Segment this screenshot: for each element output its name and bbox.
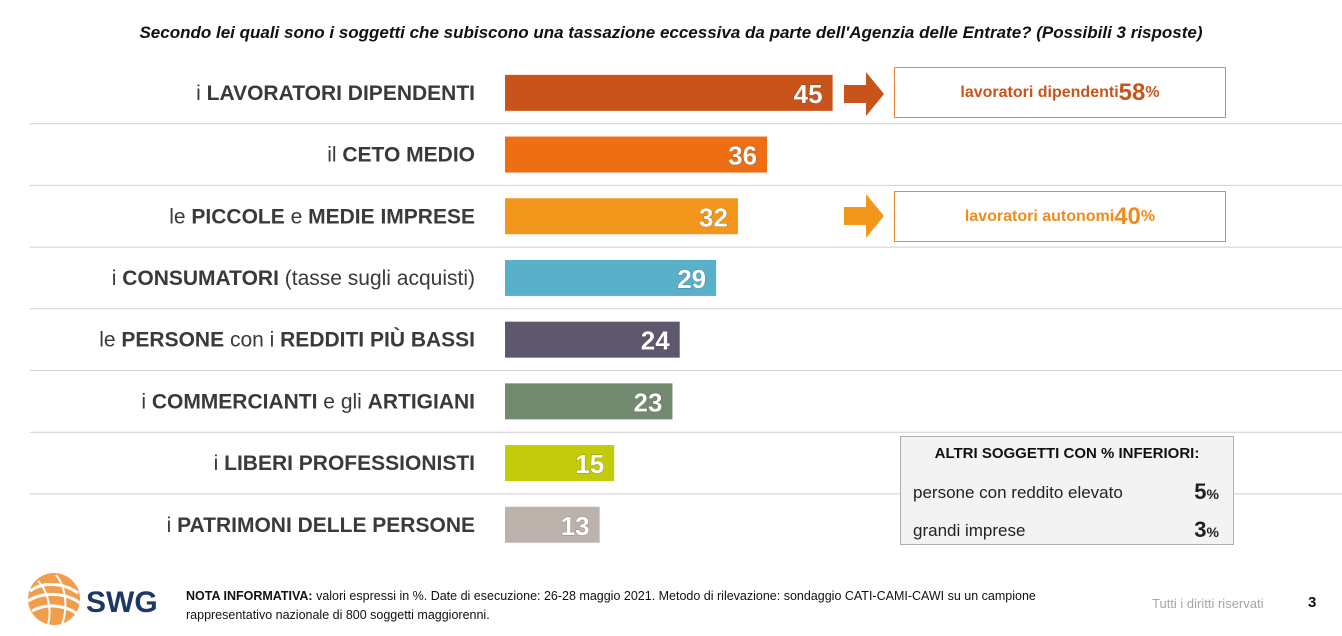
bar-value-label: 36 [728,141,757,171]
bar [505,259,717,296]
bar-value-label: 32 [699,202,728,232]
page-number: 3 [1308,594,1317,611]
callout-value: 40 [1114,202,1141,230]
category-label: i COMMERCIANTI e gli ARTIGIANI [141,390,475,413]
note-text: valori espressi in %. Date di esecuzione… [186,589,1036,622]
bar [505,321,680,358]
bar [505,506,600,543]
bar-value-label: 23 [634,387,663,417]
bar [505,136,768,173]
logo-text: SWG [86,586,158,619]
other-subjects-box: ALTRI SOGGETTI CON % INFERIORI: persone … [900,436,1234,545]
category-label: i LAVORATORI DIPENDENTI [196,82,475,105]
callout-lavoratori-autonomi: lavoratori autonomi 40% [894,191,1226,242]
methodology-note: NOTA INFORMATIVA: valori espressi in %. … [186,587,1086,625]
bar [505,383,673,420]
other-subject-row: persone con reddito elevato 5% [913,479,1219,504]
category-label: le PERSONE con i REDDITI PIÙ BASSI [99,328,475,352]
other-subject-value: 3 [1194,517,1207,542]
bar-chart: i LAVORATORI DIPENDENTI 45 il CETO MEDIO 36… [30,74,1342,543]
other-subject-label: grandi imprese [913,521,1026,540]
bar-value-label: 13 [561,511,590,541]
category-label: i LIBERI PROFESSIONISTI [214,452,475,475]
other-subjects-title: ALTRI SOGGETTI CON % INFERIORI: [934,445,1200,462]
category-label: il CETO MEDIO [327,144,475,167]
swg-logo-icon [27,573,81,626]
chart-title: Secondo lei quali sono i soggetti che su… [139,23,1203,42]
other-subject-unit: % [1206,524,1219,540]
note-heading: NOTA INFORMATIVA: [186,589,313,603]
arrow-right-icon [844,194,884,238]
bar-value-label: 24 [641,326,670,356]
category-label: i PATRIMONI DELLE PERSONE [167,514,475,537]
other-subject-value: 5 [1194,479,1207,504]
callout-text: lavoratori autonomi [964,207,1115,225]
bar [505,445,615,482]
bar-value-label: 29 [677,264,706,294]
callout-unit: % [1140,207,1156,225]
other-subject-row: grandi imprese 3% [913,517,1219,542]
callout-lavoratori-dipendenti: lavoratori dipendenti 58% [894,67,1226,118]
bar [505,198,738,235]
bar-value-label: 15 [575,449,604,479]
other-subject-unit: % [1206,486,1219,502]
bar-value-label: 45 [794,79,823,109]
bar [505,74,833,111]
arrow-right-icon [844,72,884,116]
category-label: le PICCOLE e MEDIE IMPRESE [169,205,475,228]
other-subject-label: persone con reddito elevato [913,483,1123,502]
copyright-text: Tutti i diritti riservati [1152,596,1264,611]
category-label: i CONSUMATORI (tasse sugli acquisti) [112,267,475,290]
callout-text: lavoratori dipendenti [960,83,1119,101]
callout-unit: % [1145,83,1160,101]
callout-value: 58 [1118,78,1146,106]
